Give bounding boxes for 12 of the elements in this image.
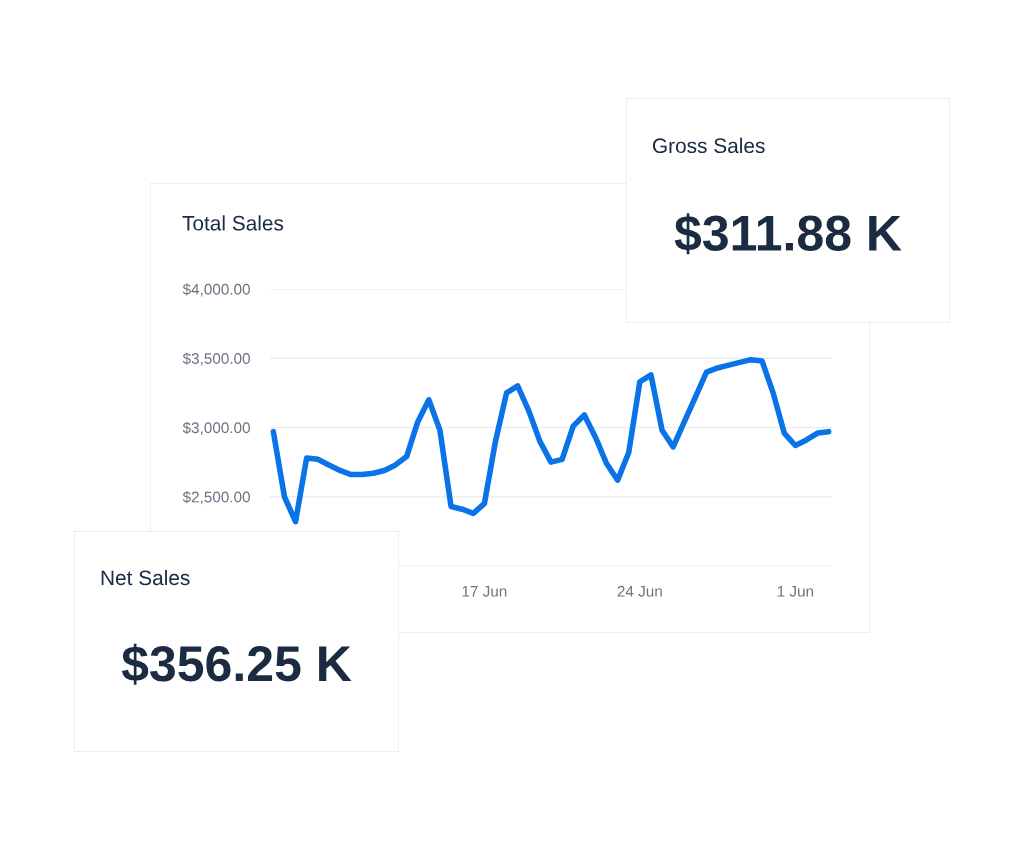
y-tick-label: $3,000.00 [182,421,250,435]
x-tick-label: 1 Jun [777,586,814,597]
y-tick-label: $3,500.00 [182,352,250,366]
x-tick-label: 17 Jun [462,586,507,597]
text: Gross Sales [652,137,765,154]
y-tick-label: $2,500.00 [182,490,250,505]
y-tick-label: $4,000.00 [182,283,250,297]
x-tick-label: 24 Jun [617,585,662,597]
text: $311.88 K [674,213,902,255]
chart-title: Total Sales [182,215,284,231]
text: $356.25 K [121,643,352,685]
text: Net Sales [101,569,190,586]
